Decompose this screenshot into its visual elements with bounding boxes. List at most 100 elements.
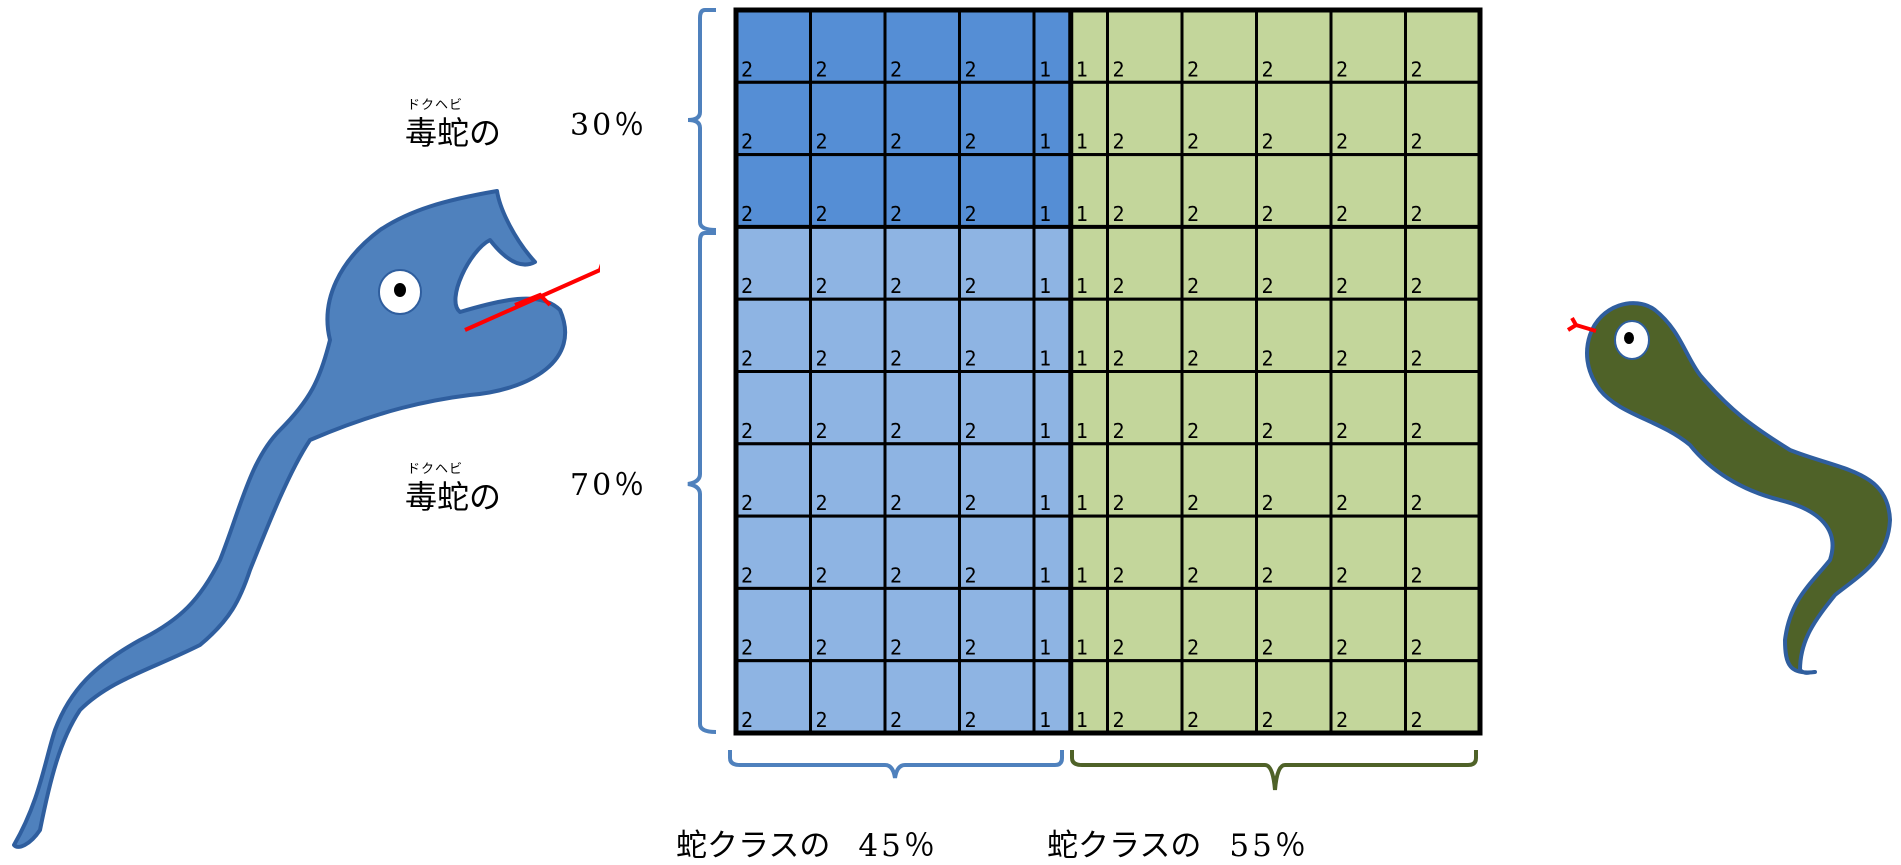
grid-cell: [1329, 297, 1408, 374]
grid-cell-value: 2: [964, 491, 976, 515]
grid-cell-value: 2: [1187, 563, 1199, 587]
grid-cell: [1032, 442, 1073, 518]
grid-cell: [808, 586, 887, 663]
grid-cell: [1255, 80, 1333, 157]
grid-cell: [734, 442, 812, 518]
grid-cell-value: 2: [1113, 419, 1125, 443]
grid-cell-value: 1: [1039, 563, 1051, 587]
grid-cell: [1069, 370, 1110, 446]
grid-cell-value: 2: [1187, 419, 1199, 443]
grid-cell-value: 1: [1039, 636, 1051, 660]
ruby-reading: ドクヘビ: [407, 98, 464, 113]
grid-cell-value: 1: [1039, 274, 1051, 298]
grid-cell-value: 1: [1039, 202, 1051, 226]
grid-cell-value: 1: [1039, 491, 1051, 515]
grid-cell: [1032, 586, 1073, 663]
grid-cell-value: 2: [815, 274, 827, 298]
grid-cell-value: 2: [741, 347, 753, 371]
grid-cell-value: 2: [1262, 57, 1274, 81]
grid-cell-value: 2: [815, 57, 827, 81]
grid-cell: [957, 297, 1036, 374]
grid-cell-value: 2: [1113, 563, 1125, 587]
grid-cell-value: 2: [1411, 347, 1423, 371]
grid-cell-value: 2: [741, 563, 753, 587]
grid-cell-value: 2: [1187, 130, 1199, 154]
grid-cell: [1329, 8, 1408, 84]
grid-cell: [808, 153, 887, 229]
grid-cell: [957, 586, 1036, 663]
grid-cell: [1180, 586, 1259, 663]
grid-cell-value: 2: [741, 419, 753, 443]
grid-cell: [883, 514, 961, 590]
grid-cell-value: 1: [1039, 57, 1051, 81]
grid-cell-value: 2: [1187, 491, 1199, 515]
ruby-reading: ドクヘビ: [407, 462, 464, 477]
grid-cell-value: 2: [964, 636, 976, 660]
column-label-45: 蛇クラスの 45％: [676, 820, 938, 865]
grid-cell: [883, 442, 961, 518]
grid-cell: [808, 297, 887, 374]
grid-cell-value: 1: [1039, 708, 1051, 732]
grid-cell-value: 2: [964, 708, 976, 732]
grid-cell: [1329, 153, 1408, 229]
grid-cell-value: 2: [964, 347, 976, 371]
grid-cell-value: 2: [815, 636, 827, 660]
grid-cell: [808, 659, 887, 735]
grid-cell-value: 2: [1113, 708, 1125, 732]
grid-cell-value: 2: [741, 491, 753, 515]
grid-cell-value: 2: [1262, 708, 1274, 732]
grid-cell: [1032, 80, 1073, 157]
grid-cell-value: 2: [815, 491, 827, 515]
row-label-percent: 30％: [570, 108, 648, 143]
grid-cell: [1404, 442, 1482, 518]
grid-cell: [734, 514, 812, 590]
grid-cell-value: 2: [1411, 274, 1423, 298]
grid-cell-value: 2: [815, 130, 827, 154]
grid-cell-value: 2: [1187, 57, 1199, 81]
grid-cell: [1032, 514, 1073, 590]
grid-cell: [734, 586, 812, 663]
grid-cell-value: 2: [964, 563, 976, 587]
row-label-venomous-70: ドクヘビ 毒蛇の: [405, 458, 655, 518]
grid-cell-value: 2: [1336, 57, 1348, 81]
brace-venomous-30: [687, 8, 717, 232]
grid-cell-value: 2: [1336, 274, 1348, 298]
grid-cell-value: 1: [1076, 636, 1088, 660]
grid-cell: [957, 80, 1036, 157]
grid-cell-value: 2: [741, 202, 753, 226]
grid-cell: [808, 80, 887, 157]
grid-cell-value: 2: [890, 491, 902, 515]
grid-cell-value: 1: [1076, 563, 1088, 587]
row-label-venomous-30: ドクヘビ 毒蛇の: [405, 94, 655, 154]
grid-cell-value: 1: [1076, 202, 1088, 226]
green-snake-icon: [1566, 301, 1892, 675]
grid-cell-value: 2: [815, 419, 827, 443]
grid-cell-value: 1: [1076, 130, 1088, 154]
grid-cell-value: 2: [1411, 491, 1423, 515]
grid-cell: [1180, 442, 1259, 518]
column-label-percent: 55％: [1229, 828, 1309, 864]
grid-cell-value: 2: [890, 708, 902, 732]
grid-cell-value: 2: [1262, 419, 1274, 443]
grid-cell-value: 2: [1262, 491, 1274, 515]
grid-cell-value: 2: [1336, 347, 1348, 371]
grid-cell: [1106, 659, 1184, 735]
grid-cell-value: 2: [1336, 563, 1348, 587]
grid-cell-value: 1: [1039, 347, 1051, 371]
grid-cell-value: 2: [1187, 347, 1199, 371]
grid-cell-value: 2: [1411, 563, 1423, 587]
column-label-55: 蛇クラスの 55％: [1047, 820, 1309, 865]
row-label-main: 毒蛇の: [405, 478, 502, 516]
grid-cell-value: 2: [1411, 636, 1423, 660]
grid-cell-value: 1: [1076, 274, 1088, 298]
grid-cell: [883, 297, 961, 374]
grid-cell-value: 2: [890, 274, 902, 298]
grid-cell-value: 2: [1113, 274, 1125, 298]
grid-cell-value: 2: [890, 57, 902, 81]
grid-cell-value: 2: [1262, 202, 1274, 226]
grid-cell-value: 2: [964, 274, 976, 298]
grid-cell: [1404, 80, 1482, 157]
grid-cell-value: 2: [1113, 202, 1125, 226]
grid-cell: [1180, 225, 1259, 301]
